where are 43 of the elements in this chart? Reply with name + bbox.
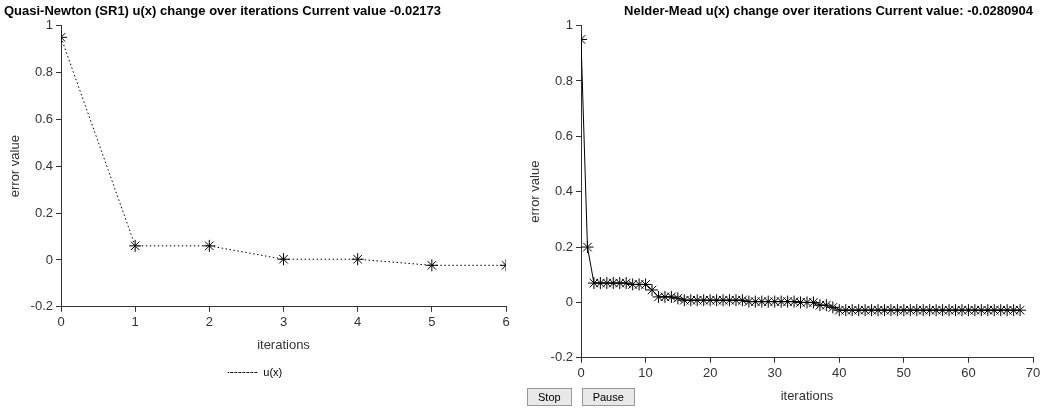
point <box>128 239 142 253</box>
y-tick-label: 0.2 <box>554 238 573 254</box>
y-tick-label: 0.8 <box>34 64 53 80</box>
x-tick-label: 2 <box>205 314 213 330</box>
x-tick-label: 5 <box>428 314 436 330</box>
x-tick-label: 4 <box>354 314 362 330</box>
y-tick-label: 0.6 <box>554 127 573 143</box>
y-tick-label: 0 <box>45 251 53 267</box>
point <box>351 252 365 266</box>
x-axis-title: iterations <box>780 387 834 403</box>
x-tick-label: 60 <box>961 365 976 381</box>
push-button: Stop <box>527 388 572 406</box>
x-tick-label: 6 <box>502 314 510 330</box>
y-tick-label: 0.6 <box>34 110 53 126</box>
point <box>202 239 216 253</box>
chart-title: Nelder-Mead u(x) change over iterations Current value: -0.0280904 <box>624 3 1034 19</box>
x-tick-label: 70 <box>1025 365 1041 381</box>
y-tick-label: 0.4 <box>34 157 53 173</box>
push-button: Pause <box>581 388 635 406</box>
x-tick-label: 50 <box>896 365 912 381</box>
point <box>425 258 439 272</box>
x-tick-label: 1 <box>131 314 139 330</box>
x-tick-label: 40 <box>832 365 847 381</box>
y-tick-label: 0.4 <box>554 183 573 199</box>
legend-label: u(x) <box>263 365 283 378</box>
y-tick-label: 0.2 <box>34 204 53 220</box>
y-tick-label: 1 <box>565 17 573 33</box>
x-tick-label: 0 <box>57 314 65 330</box>
x-tick-label: 0 <box>577 365 585 381</box>
x-tick-label: 20 <box>702 365 718 381</box>
y-tick-label: -0.2 <box>550 349 573 365</box>
x-tick-label: 30 <box>767 365 782 381</box>
chart-title: Quasi-Newton (SR1) u(x) change over iterations Current value -0.02173 <box>4 3 442 19</box>
x-tick-label: 3 <box>279 314 288 330</box>
y-tick-label: 0.8 <box>554 72 573 88</box>
y-axis-title: error value <box>527 160 543 223</box>
y-tick-label: 1 <box>45 17 53 33</box>
x-tick-label: 10 <box>638 365 653 381</box>
y-tick-label: 0 <box>565 294 573 310</box>
y-axis-title: error value <box>7 135 23 198</box>
point <box>277 252 290 266</box>
y-tick-label: -0.2 <box>30 298 53 314</box>
x-axis-title: iterations <box>257 336 311 352</box>
